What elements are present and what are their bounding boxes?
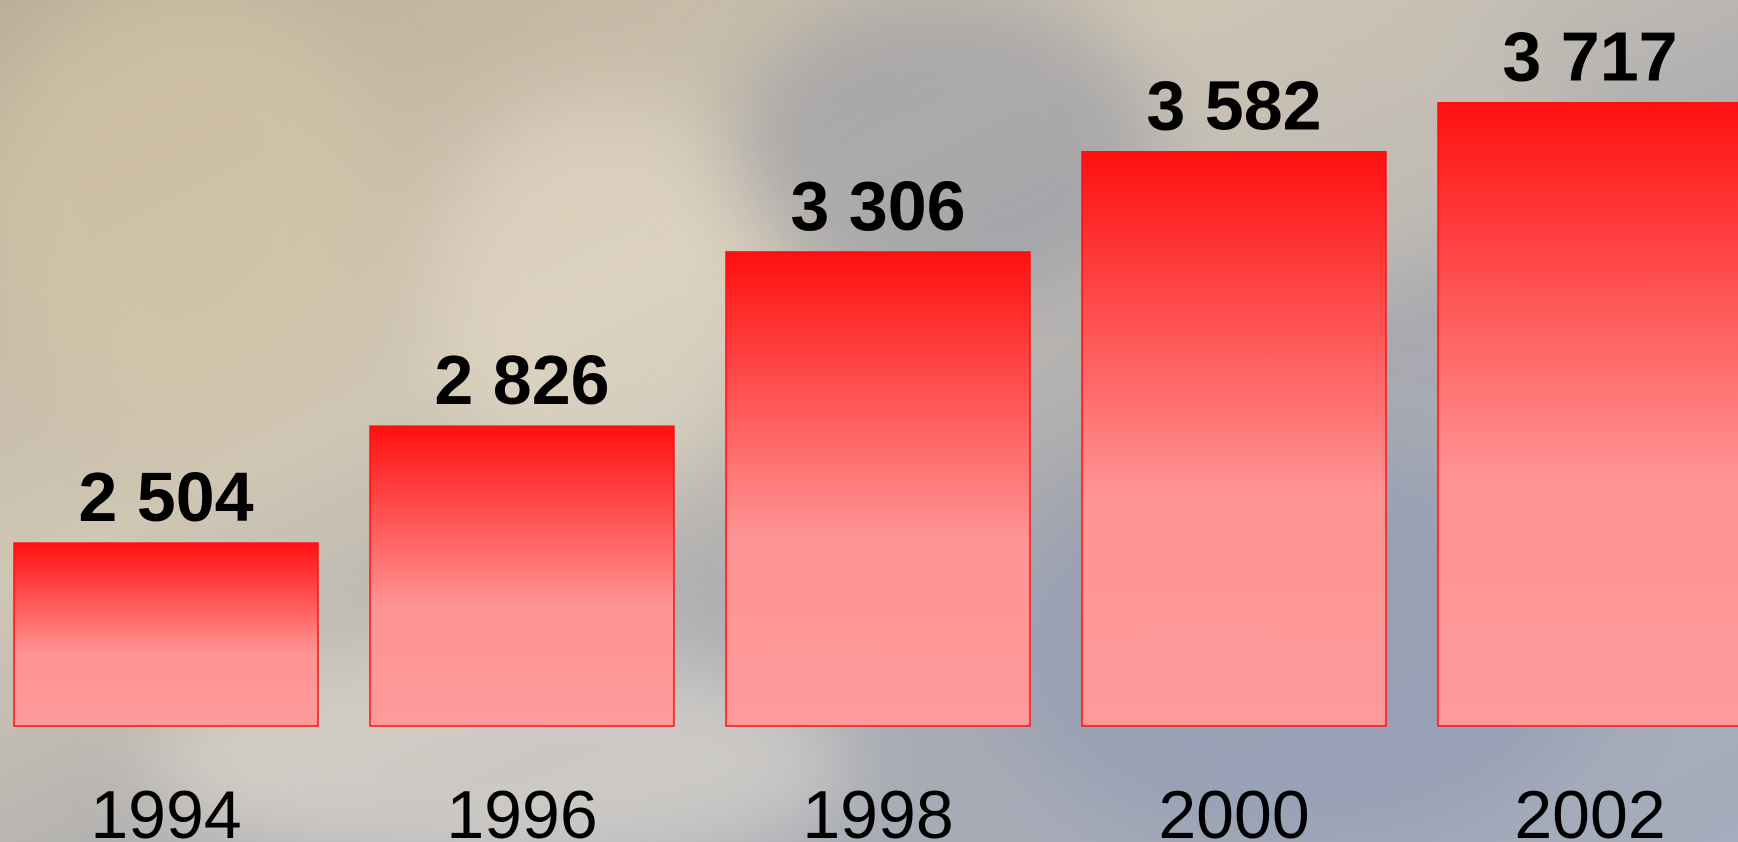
bar — [1438, 103, 1738, 726]
page: 2 504 1994 2 826 1996 3 306 1998 3 582 2000 3 71… — [0, 0, 1738, 842]
value-label: 3 582 — [1146, 67, 1321, 145]
x-tick-label: 1996 — [446, 777, 597, 842]
value-label: 2 826 — [434, 341, 609, 419]
bar — [14, 543, 318, 726]
x-tick-label: 2002 — [1514, 777, 1665, 842]
bar — [1082, 152, 1386, 726]
x-tick-label: 2000 — [1158, 777, 1309, 842]
bar — [726, 252, 1030, 726]
value-label: 3 717 — [1502, 18, 1677, 96]
x-tick-label: 1998 — [802, 777, 953, 842]
value-label: 3 306 — [790, 167, 965, 245]
x-tick-label: 1994 — [90, 777, 241, 842]
chart: 2 504 1994 2 826 1996 3 306 1998 3 582 2000 3 71… — [0, 0, 1738, 842]
value-label: 2 504 — [78, 458, 253, 536]
bar — [370, 426, 674, 726]
